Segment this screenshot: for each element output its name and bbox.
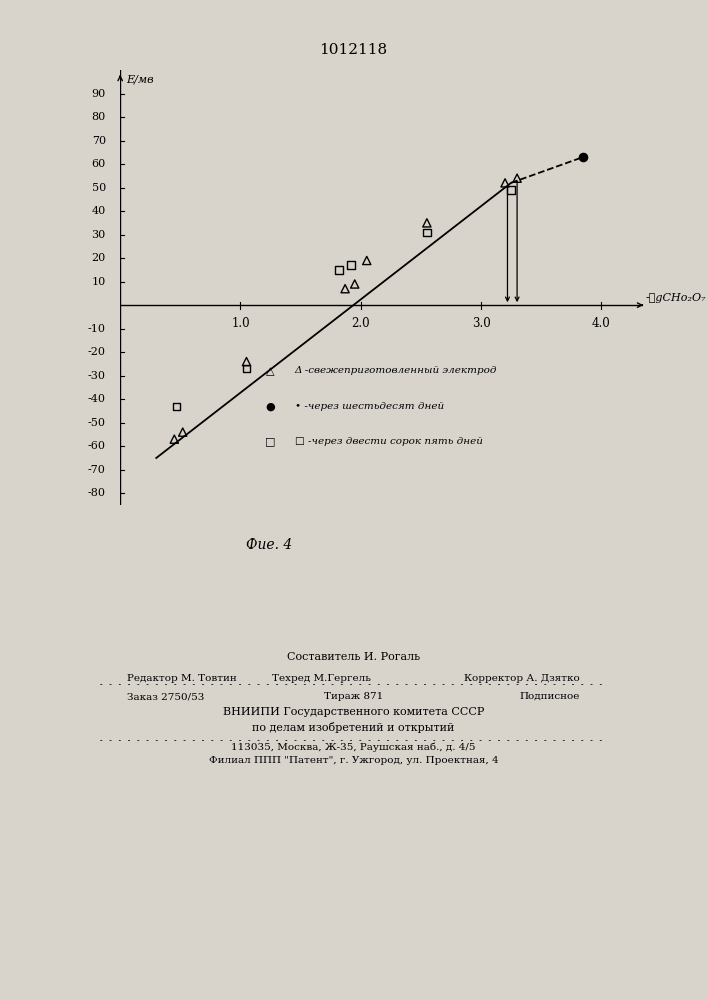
Text: 2.0: 2.0	[351, 317, 370, 330]
Text: - - - - - - - - - - - - - - - - - - - - - - - - - - - - - - - - - - - - - - - - : - - - - - - - - - - - - - - - - - - - - …	[99, 680, 608, 689]
Point	[241, 354, 252, 370]
Text: 20: 20	[91, 253, 106, 263]
Text: Техред М.Гергель: Техред М.Гергель	[272, 674, 371, 683]
Text: Δ -свежеприготовленный электрод: Δ -свежеприготовленный электрод	[295, 366, 497, 375]
Text: Фие. 4: Фие. 4	[245, 538, 292, 552]
Point	[361, 252, 373, 268]
Text: 60: 60	[91, 159, 106, 169]
Point	[169, 431, 180, 447]
Point	[349, 276, 361, 292]
Text: 113035, Москва, Ж-35, Раушская наб., д. 4/5: 113035, Москва, Ж-35, Раушская наб., д. …	[231, 742, 476, 752]
Text: 50: 50	[91, 183, 106, 193]
Text: ●: ●	[266, 401, 276, 411]
Text: Тираж 871: Тираж 871	[324, 692, 383, 701]
Text: -60: -60	[88, 441, 106, 451]
Text: ВНИИПИ Государственного комитета СССР: ВНИИПИ Государственного комитета СССР	[223, 707, 484, 717]
Point	[578, 149, 589, 165]
Point	[241, 361, 252, 377]
Point	[499, 175, 510, 191]
Point	[511, 170, 522, 186]
Text: 90: 90	[91, 89, 106, 99]
Text: △: △	[267, 366, 275, 376]
Point	[177, 424, 188, 440]
Text: E/мв: E/мв	[127, 75, 154, 85]
Text: 10: 10	[91, 277, 106, 287]
Text: - - - - - - - - - - - - - - - - - - - - - - - - - - - - - - - - - - - - - - - - : - - - - - - - - - - - - - - - - - - - - …	[99, 736, 608, 745]
Text: • -через шестьдесят дней: • -через шестьдесят дней	[295, 402, 444, 411]
Text: 3.0: 3.0	[472, 317, 491, 330]
Point	[334, 262, 345, 278]
Text: -80: -80	[88, 488, 106, 498]
Text: 30: 30	[91, 230, 106, 240]
Text: Филиал ППП "Патент", г. Ужгород, ул. Проектная, 4: Филиал ППП "Патент", г. Ужгород, ул. Про…	[209, 756, 498, 765]
Text: -20: -20	[88, 347, 106, 357]
Point	[421, 224, 433, 240]
Text: Корректор А. Дзятко: Корректор А. Дзятко	[464, 674, 580, 683]
Text: 70: 70	[92, 136, 106, 146]
Text: по делам изобретений и открытий: по делам изобретений и открытий	[252, 722, 455, 733]
Point	[346, 257, 357, 273]
Point	[339, 281, 351, 297]
Point	[421, 215, 433, 231]
Text: -40: -40	[88, 394, 106, 404]
Text: 40: 40	[91, 206, 106, 216]
Text: -50: -50	[88, 418, 106, 428]
Point	[171, 398, 182, 414]
Text: -30: -30	[88, 371, 106, 381]
Text: 80: 80	[91, 112, 106, 122]
Text: 1012118: 1012118	[320, 43, 387, 57]
Text: □: □	[265, 437, 276, 447]
Point	[506, 182, 517, 198]
Text: -ℓgCНо₂О₇: -ℓgCНо₂О₇	[645, 293, 706, 303]
Text: Составитель И. Рогаль: Составитель И. Рогаль	[287, 652, 420, 662]
Text: 4.0: 4.0	[592, 317, 611, 330]
Text: Подписное: Подписное	[520, 692, 580, 701]
Text: 1.0: 1.0	[231, 317, 250, 330]
Text: □ -через двести сорок пять дней: □ -через двести сорок пять дней	[295, 437, 482, 446]
Text: Заказ 2750/53: Заказ 2750/53	[127, 692, 204, 701]
Text: -70: -70	[88, 465, 106, 475]
Text: Редактор М. Товтин: Редактор М. Товтин	[127, 674, 237, 683]
Text: -10: -10	[88, 324, 106, 334]
